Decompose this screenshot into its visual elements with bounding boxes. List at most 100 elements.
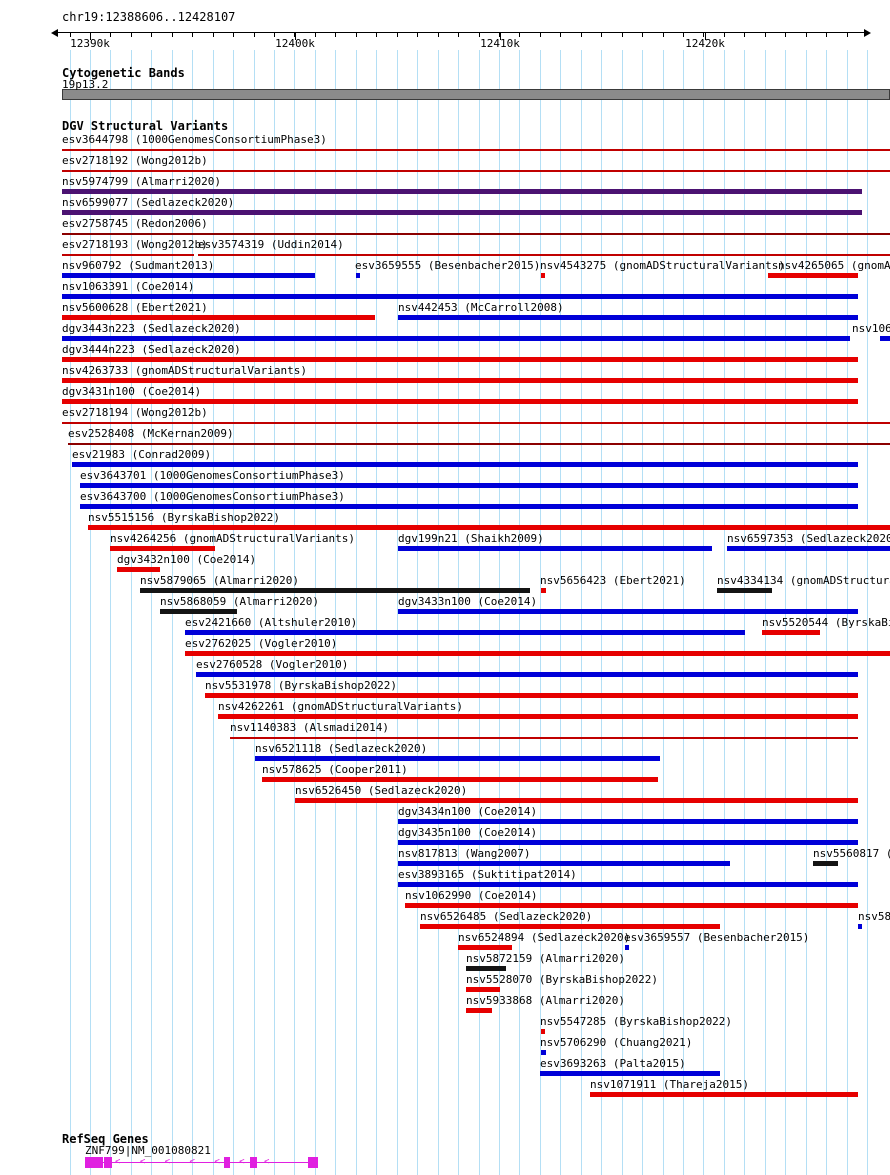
variant-bar[interactable] <box>541 588 546 593</box>
variant-bar[interactable] <box>62 254 194 256</box>
variant-bar[interactable] <box>880 336 890 341</box>
ruler-right-arrow-icon[interactable] <box>864 29 871 37</box>
variant-bar[interactable] <box>80 504 858 509</box>
variant-label[interactable]: nsv6599077 (Sedlazeck2020) <box>62 196 235 209</box>
variant-label[interactable]: nsv106 <box>852 322 890 335</box>
variant-label[interactable]: esv2760528 (Vogler2010) <box>196 658 349 671</box>
variant-bar[interactable] <box>185 630 745 635</box>
variant-label[interactable]: nsv4263733 (gnomADStructuralVariants) <box>62 364 308 377</box>
variant-label[interactable]: esv3643701 (1000GenomesConsortiumPhase3) <box>80 469 345 482</box>
variant-label[interactable]: nsv5868059 (Almarri2020) <box>160 595 319 608</box>
variant-label[interactable]: nsv5531978 (ByrskaBishop2022) <box>205 679 398 692</box>
variant-label[interactable]: nsv5933868 (Almarri2020) <box>466 994 625 1007</box>
variant-bar[interactable] <box>110 546 215 551</box>
gene-exon[interactable] <box>224 1157 230 1168</box>
variant-bar[interactable] <box>255 756 660 761</box>
variant-label[interactable]: nsv1062990 (Coe2014) <box>405 889 538 902</box>
variant-label[interactable]: nsv442453 (McCarroll2008) <box>398 301 564 314</box>
variant-label[interactable]: esv3693263 (Palta2015) <box>540 1057 686 1070</box>
variant-label[interactable]: nsv5974799 (Almarri2020) <box>62 175 221 188</box>
gene-label[interactable]: ZNF799|NM_001080821 <box>85 1144 211 1157</box>
variant-bar[interactable] <box>466 966 506 971</box>
variant-label[interactable]: nsv6526485 (Sedlazeck2020) <box>420 910 593 923</box>
variant-bar[interactable] <box>262 777 658 782</box>
variant-label[interactable]: dgv199n21 (Shaikh2009) <box>398 532 544 545</box>
variant-bar[interactable] <box>185 651 890 656</box>
variant-label[interactable]: nsv1071911 (Thareja2015) <box>590 1078 749 1091</box>
variant-bar[interactable] <box>160 609 237 614</box>
variant-bar[interactable] <box>398 882 858 887</box>
variant-label[interactable]: nsv5872159 (Almarri2020) <box>466 952 625 965</box>
variant-label[interactable]: esv3659557 (Besenbacher2015) <box>624 931 810 944</box>
variant-bar[interactable] <box>62 357 858 362</box>
variant-label[interactable]: dgv3435n100 (Coe2014) <box>398 826 538 839</box>
variant-label[interactable]: esv21983 (Conrad2009) <box>72 448 212 461</box>
variant-label[interactable]: nsv5600628 (Ebert2021) <box>62 301 208 314</box>
variant-bar[interactable] <box>356 273 360 278</box>
variant-bar[interactable] <box>140 588 530 593</box>
variant-label[interactable]: esv3644798 (1000GenomesConsortiumPhase3) <box>62 133 327 146</box>
variant-bar[interactable] <box>762 630 820 635</box>
variant-label[interactable]: nsv817813 (Wang2007) <box>398 847 531 860</box>
variant-label[interactable]: nsv6597353 (Sedlazeck2020) <box>727 532 890 545</box>
variant-bar[interactable] <box>196 672 858 677</box>
variant-bar[interactable] <box>295 798 858 803</box>
variant-bar[interactable] <box>205 693 858 698</box>
variant-label[interactable]: esv3574319 (Uddin2014) <box>198 238 344 251</box>
variant-bar[interactable] <box>540 1071 720 1076</box>
variant-label[interactable]: esv2528408 (McKernan2009) <box>68 427 234 440</box>
variant-label[interactable]: nsv4264256 (gnomADStructuralVariants) <box>110 532 356 545</box>
variant-label[interactable]: nsv4262261 (gnomADStructuralVariants) <box>218 700 464 713</box>
variant-bar[interactable] <box>398 315 858 320</box>
variant-bar[interactable] <box>458 945 512 950</box>
variant-bar[interactable] <box>62 170 890 172</box>
variant-bar[interactable] <box>813 861 838 866</box>
variant-bar[interactable] <box>80 483 858 488</box>
variant-bar[interactable] <box>466 1008 492 1013</box>
gene-exon[interactable] <box>308 1157 318 1168</box>
variant-label[interactable]: esv3893165 (Suktitipat2014) <box>398 868 577 881</box>
variant-bar[interactable] <box>405 903 858 908</box>
variant-bar[interactable] <box>768 273 858 278</box>
variant-bar[interactable] <box>218 714 858 719</box>
variant-label[interactable]: dgv3431n100 (Coe2014) <box>62 385 202 398</box>
variant-bar[interactable] <box>62 294 858 299</box>
variant-label[interactable]: nsv6524894 (Sedlazeck2020) <box>458 931 631 944</box>
variant-label[interactable]: nsv6526450 (Sedlazeck2020) <box>295 784 468 797</box>
variant-bar[interactable] <box>230 737 858 739</box>
variant-bar[interactable] <box>198 254 890 256</box>
variant-bar[interactable] <box>727 546 890 551</box>
variant-label[interactable]: nsv5528070 (ByrskaBishop2022) <box>466 973 659 986</box>
variant-label[interactable]: esv2718194 (Wong2012b) <box>62 406 208 419</box>
variant-label[interactable]: nsv5547285 (ByrskaBishop2022) <box>540 1015 733 1028</box>
variant-label[interactable]: nsv578625 (Cooper2011) <box>262 763 408 776</box>
variant-label[interactable]: nsv1140383 (Alsmadi2014) <box>230 721 389 734</box>
variant-label[interactable]: nsv5656423 (Ebert2021) <box>540 574 686 587</box>
variant-bar[interactable] <box>62 210 862 215</box>
variant-label[interactable]: nsv5515156 (ByrskaBishop2022) <box>88 511 281 524</box>
variant-bar[interactable] <box>541 1050 546 1055</box>
variant-label[interactable]: dgv3444n223 (Sedlazeck2020) <box>62 343 241 356</box>
variant-bar[interactable] <box>717 588 772 593</box>
variant-label[interactable]: dgv3443n223 (Sedlazeck2020) <box>62 322 241 335</box>
variant-label[interactable]: esv3659555 (Besenbacher2015) <box>355 259 541 272</box>
variant-bar[interactable] <box>62 378 858 383</box>
variant-bar[interactable] <box>62 233 890 235</box>
variant-bar[interactable] <box>62 399 858 404</box>
variant-bar[interactable] <box>398 609 858 614</box>
variant-bar[interactable] <box>420 924 720 929</box>
variant-label[interactable]: dgv3433n100 (Coe2014) <box>398 595 538 608</box>
variant-label[interactable]: nsv4265065 (gnomADSt <box>778 259 890 272</box>
variant-label[interactable]: esv2421660 (Altshuler2010) <box>185 616 358 629</box>
variant-bar[interactable] <box>62 273 315 278</box>
variant-bar[interactable] <box>398 861 730 866</box>
variant-label[interactable]: esv2758745 (Redon2006) <box>62 217 208 230</box>
variant-bar[interactable] <box>62 336 850 341</box>
variant-bar[interactable] <box>117 567 160 572</box>
variant-bar[interactable] <box>398 819 858 824</box>
variant-label[interactable]: nsv5560817 (B <box>813 847 890 860</box>
variant-bar[interactable] <box>62 422 890 424</box>
variant-bar[interactable] <box>398 840 858 845</box>
gene-model[interactable]: < < < < < < < < < < < < < < <box>0 1156 890 1169</box>
gene-exon[interactable] <box>85 1157 103 1168</box>
